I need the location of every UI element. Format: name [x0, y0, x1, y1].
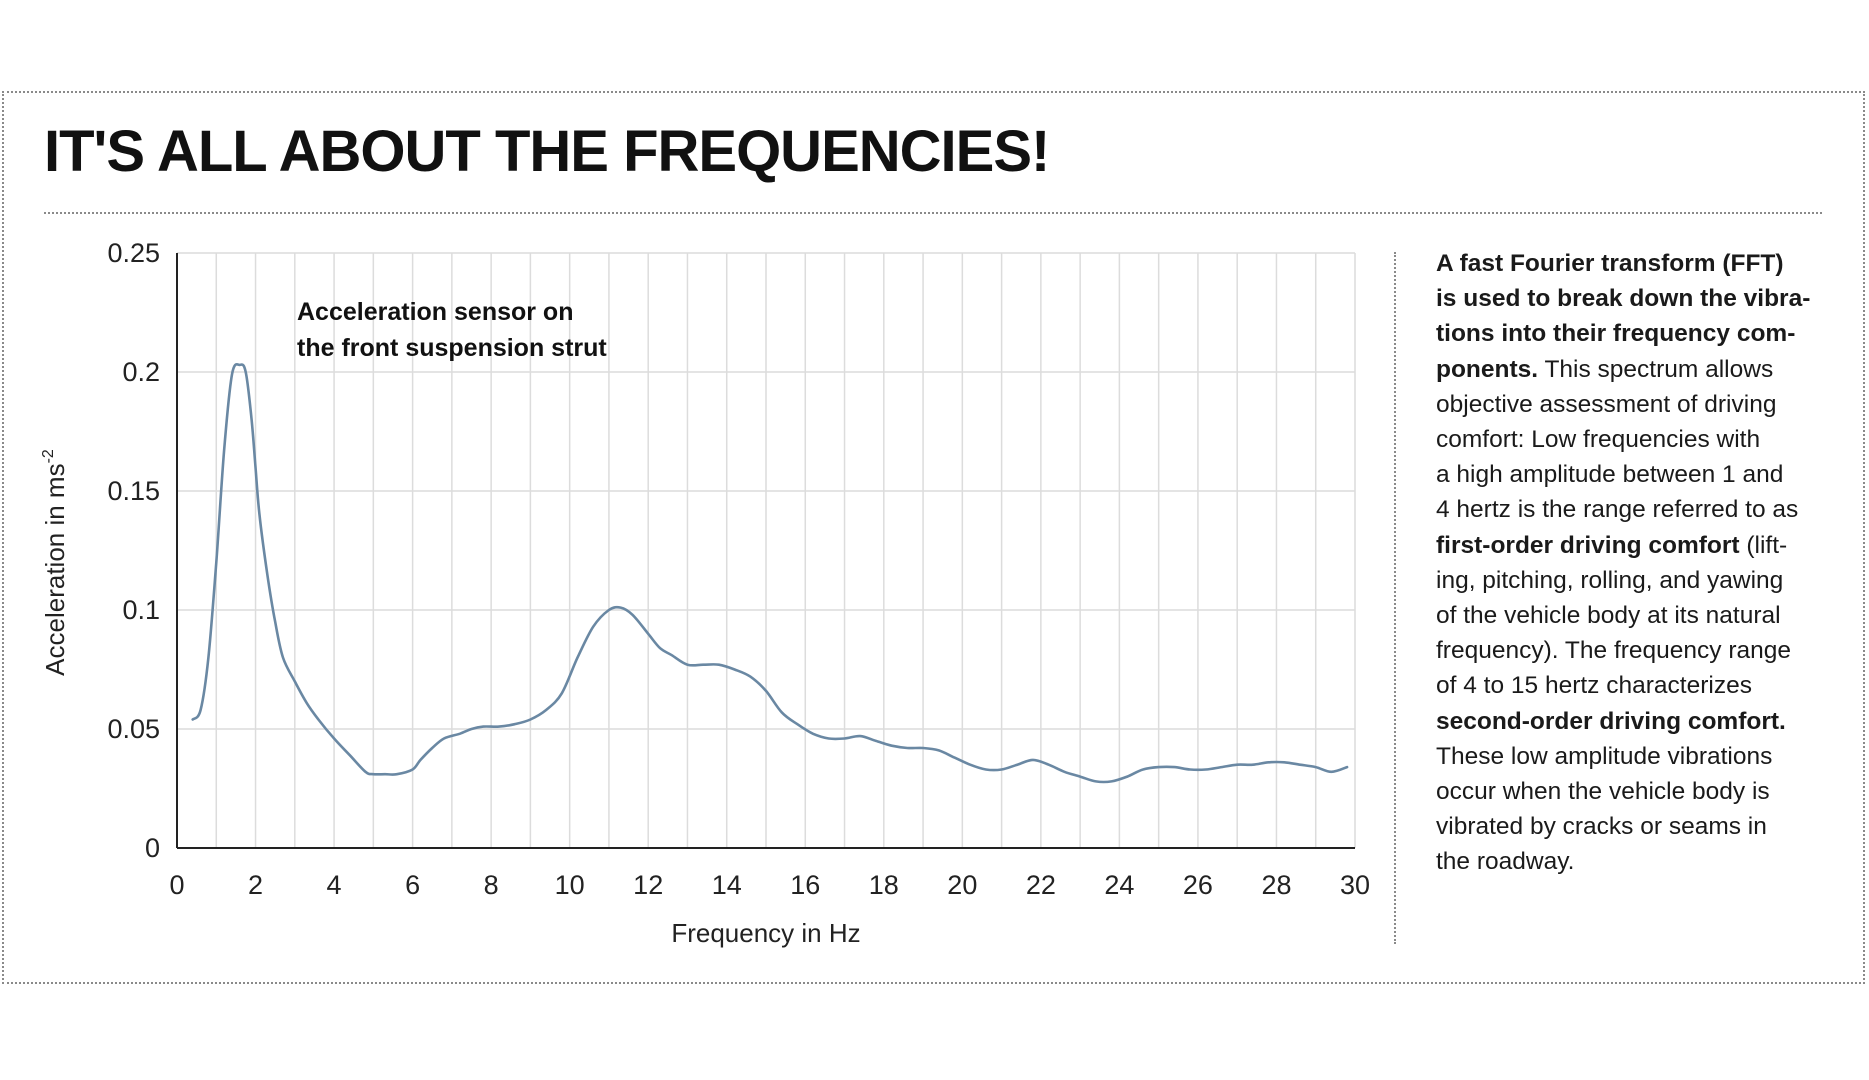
- chart-axes: [176, 253, 1355, 849]
- chart-annotation: the front suspension strut: [297, 334, 607, 362]
- x-tick-label: 8: [484, 870, 499, 900]
- description-run: occur when the vehicle body is: [1436, 778, 1770, 806]
- description-line: comfort: Low frequencies with: [1436, 422, 1836, 457]
- description-run: of the vehicle body at its natural: [1436, 602, 1781, 630]
- title-divider: [44, 212, 1822, 214]
- x-tick-label: 0: [169, 870, 184, 900]
- description-line: occur when the vehicle body is: [1436, 774, 1836, 809]
- column-divider: [1394, 252, 1396, 944]
- x-tick-label: 6: [405, 870, 420, 900]
- y-axis-label: Acceleration in ms-2: [40, 449, 70, 676]
- description-line: 4 hertz is the range referred to as: [1436, 492, 1836, 527]
- description-run: (lift-: [1739, 531, 1788, 559]
- x-tick-label: 28: [1261, 870, 1291, 900]
- page-title: IT'S ALL ABOUT THE FREQUENCIES!: [44, 119, 1050, 184]
- description-run: This spectrum allows: [1538, 355, 1774, 383]
- y-axis-label-superscript: -2: [40, 449, 57, 463]
- description-line: ponents. This spectrum allows: [1436, 352, 1836, 387]
- y-axis-label-text: Acceleration in ms: [40, 463, 70, 675]
- description-bold-run: is used to break down the vibra-: [1436, 285, 1811, 313]
- x-tick-label: 12: [633, 870, 663, 900]
- y-tick-label: 0: [145, 833, 160, 863]
- description-line: These low amplitude vibrations: [1436, 739, 1836, 774]
- description-bold-run: ponents.: [1436, 355, 1539, 383]
- description-line: A fast Fourier transform (FFT): [1436, 246, 1836, 281]
- series-line: [191, 363, 1349, 784]
- description-run: the roadway.: [1436, 848, 1575, 876]
- description-bold-run: tions into their frequency com-: [1436, 320, 1796, 348]
- description-line: a high amplitude between 1 and: [1436, 457, 1836, 492]
- description-line: the roadway.: [1436, 844, 1836, 879]
- x-tick-label: 2: [248, 870, 263, 900]
- chart-grid: [177, 252, 1356, 848]
- description-line: first-order driving comfort (lift-: [1436, 528, 1836, 563]
- description-line: ing, pitching, rolling, and yawing: [1436, 563, 1836, 598]
- y-tick-label: 0.05: [107, 714, 160, 744]
- y-tick-label: 0.2: [122, 357, 160, 387]
- x-tick-label: 18: [869, 870, 899, 900]
- x-axis-label: Frequency in Hz: [671, 918, 860, 948]
- x-tick-label: 10: [555, 870, 585, 900]
- description-run: a high amplitude between 1 and: [1436, 461, 1784, 489]
- chart-series: [191, 363, 1349, 784]
- description-run: objective assessment of driving: [1436, 390, 1777, 418]
- y-tick-label: 0.15: [107, 476, 160, 506]
- x-tick-label: 4: [327, 870, 342, 900]
- description-run: frequency). The frequency range: [1436, 637, 1792, 665]
- y-tick-label: 0.1: [122, 595, 160, 625]
- description-run: 4 hertz is the range referred to as: [1436, 496, 1799, 524]
- description-run: These low amplitude vibrations: [1436, 742, 1773, 770]
- description-bold-run: second-order driving comfort.: [1436, 707, 1786, 735]
- description-line: is used to break down the vibra-: [1436, 281, 1836, 316]
- description-text: A fast Fourier transform (FFT) is used to…: [1436, 246, 1836, 880]
- description-run: comfort: Low frequencies with: [1436, 426, 1761, 454]
- x-tick-label: 24: [1104, 870, 1134, 900]
- description-run: ing, pitching, rolling, and yawing: [1436, 566, 1784, 594]
- infographic-frame: [2, 91, 1865, 984]
- x-tick-label: 14: [712, 870, 742, 900]
- x-tick-label: 22: [1026, 870, 1056, 900]
- description-bold-run: first-order driving comfort: [1436, 531, 1740, 559]
- x-tick-label: 26: [1183, 870, 1213, 900]
- y-tick-label: 0.25: [107, 238, 160, 268]
- description-line: objective assessment of driving: [1436, 387, 1836, 422]
- description-line: of the vehicle body at its natural: [1436, 598, 1836, 633]
- description-run: vibrated by cracks or seams in: [1436, 813, 1767, 841]
- x-tick-label: 16: [790, 870, 820, 900]
- description-line: frequency). The frequency range: [1436, 633, 1836, 668]
- description-run: of 4 to 15 hertz characterizes: [1436, 672, 1752, 700]
- x-tick-label: 30: [1340, 870, 1370, 900]
- chart-annotation: Acceleration sensor on: [297, 298, 573, 326]
- x-tick-label: 20: [947, 870, 977, 900]
- description-line: second-order driving comfort.: [1436, 704, 1836, 739]
- description-line: of 4 to 15 hertz characterizes: [1436, 668, 1836, 703]
- description-bold-run: A fast Fourier transform (FFT): [1436, 250, 1784, 277]
- chart-tick-labels: 0 2 4 6 8 10 12 14 16 18 20 22 24 26 28 3000.050.10.150…: [107, 238, 1370, 900]
- description-line: tions into their frequency com-: [1436, 316, 1836, 351]
- description-line: vibrated by cracks or seams in: [1436, 809, 1836, 844]
